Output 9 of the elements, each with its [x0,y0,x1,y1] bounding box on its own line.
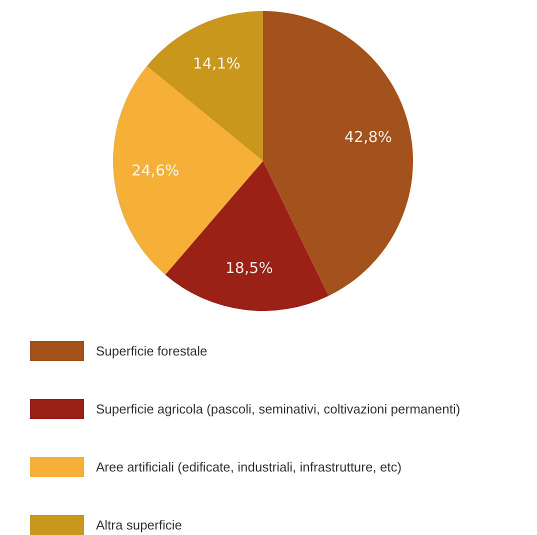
data-label: 18,5% [225,259,273,278]
data-label: 14,1% [192,54,241,72]
data-label: 42,8% [344,128,392,146]
data-label: 24,6% [132,161,180,180]
legend-label: Altra superficie [96,518,182,532]
legend-label: Superficie agricola (pascoli, seminativi, coltivazioni permanenti) [96,402,460,416]
pie-slice [146,11,263,161]
legend-label: Aree artificiali (edificate, industriali, infrastrutture, etc) [96,460,402,474]
legend-label: Superficie forestale [96,344,208,358]
